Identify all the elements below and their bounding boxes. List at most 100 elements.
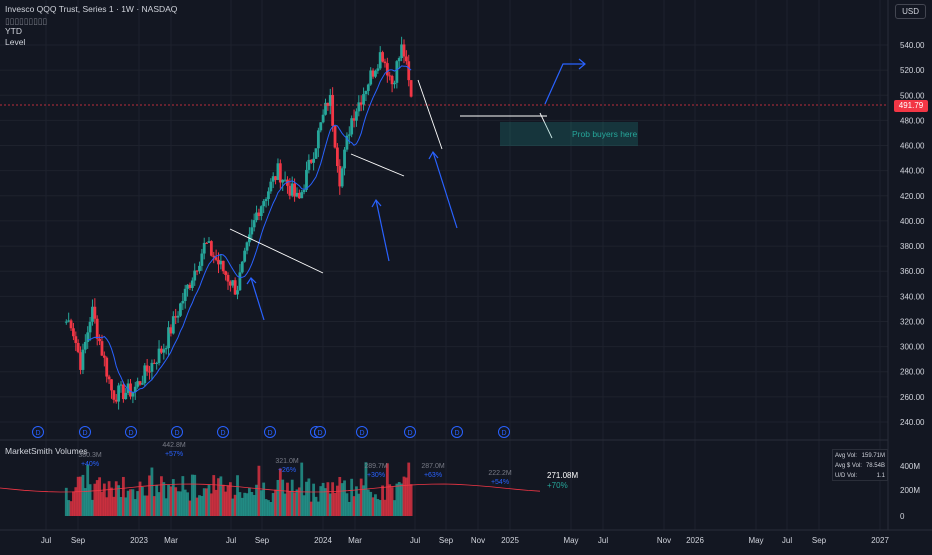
dividend-icon[interactable]: D <box>498 426 510 438</box>
volume-bar <box>381 485 384 516</box>
projection-line <box>539 112 553 139</box>
volume-bar <box>105 497 109 516</box>
dividend-icon[interactable]: D <box>451 426 463 438</box>
candle-body <box>240 261 244 273</box>
candle-body <box>164 348 168 350</box>
volume-bar <box>359 478 363 516</box>
candle-body <box>316 130 320 149</box>
volume-bar <box>305 481 308 516</box>
candle-body <box>262 201 266 207</box>
time-tick-label: Nov <box>657 536 671 545</box>
indicator-level[interactable]: Level <box>5 37 26 47</box>
candle-body <box>81 349 85 370</box>
time-tick-label: 2023 <box>130 536 148 545</box>
volume-bar <box>385 463 389 516</box>
volume-bar <box>259 490 263 516</box>
time-tick-label: Nov <box>471 536 485 545</box>
trendline-3 <box>417 79 443 150</box>
volume-bar <box>397 482 401 516</box>
stat-label: Avg Vol: <box>835 453 857 459</box>
stat-value: 78.54B <box>865 463 885 469</box>
projection-arrow-head <box>578 58 586 70</box>
chart-legend[interactable]: Invesco QQQ Trust, Series 1 · 1W · NASDA… <box>5 4 177 49</box>
volume-annotation-value: 321.0M <box>275 458 299 465</box>
dividend-icon[interactable]: D <box>404 426 416 438</box>
volume-bar <box>152 496 156 516</box>
candle-body <box>333 125 337 148</box>
indicator-ytd[interactable]: YTD <box>5 25 22 36</box>
volume-bar <box>76 476 80 516</box>
volume-bar <box>352 496 356 516</box>
candle-body <box>347 134 351 136</box>
time-tick-label: Mar <box>164 536 178 545</box>
volume-bar <box>186 492 189 516</box>
price-tick-label: 440.00 <box>900 167 925 176</box>
volume-bar <box>274 489 277 516</box>
candle-body <box>76 342 80 353</box>
dividend-icon[interactable]: D <box>32 426 44 438</box>
note-rectangle[interactable] <box>500 122 638 146</box>
time-tick-label: May <box>563 536 578 545</box>
currency-button[interactable]: USD <box>895 4 926 19</box>
candle-body <box>212 255 216 258</box>
drawings[interactable] <box>229 58 586 321</box>
candle-body <box>338 166 342 187</box>
dividend-circle <box>264 426 276 438</box>
candle-body <box>307 159 311 170</box>
volume-annotation-pct: +40% <box>80 461 100 468</box>
volume-bar <box>390 487 394 516</box>
dividend-icon[interactable]: D <box>125 426 137 438</box>
candle-body <box>136 381 140 387</box>
volume-bar <box>160 476 163 516</box>
candle-body <box>228 281 232 286</box>
candle-body <box>297 192 301 199</box>
dividend-icon[interactable]: D <box>171 426 183 438</box>
volume-bar <box>248 487 251 516</box>
volume-bar <box>190 474 194 516</box>
candle-body <box>214 257 218 260</box>
candle-body <box>357 102 361 112</box>
dividend-icon[interactable]: D <box>79 426 91 438</box>
volume-bar <box>376 499 380 516</box>
current-volume-value: 271.08M <box>547 471 579 480</box>
volume-annotation-pct: +63% <box>423 472 443 479</box>
volume-bar <box>300 462 304 516</box>
dividend-icon[interactable]: D <box>356 426 368 438</box>
volume-annotation: 380.3M +40% <box>78 451 101 469</box>
last-price-label: 491.79 <box>894 100 928 112</box>
volume-indicator-title[interactable]: MarketSmith Volumes <box>5 446 88 456</box>
volume-bar <box>395 483 399 516</box>
symbol-title[interactable]: Invesco QQQ Trust, Series 1 · 1W · NASDA… <box>5 4 178 14</box>
volume-bar <box>131 489 135 516</box>
volume-bar <box>174 487 178 516</box>
volume-bar <box>252 494 256 516</box>
candle-body <box>148 371 151 373</box>
candle-body <box>390 75 394 85</box>
candle-body <box>221 260 225 272</box>
candle-body <box>276 163 280 180</box>
candle-body <box>133 386 137 393</box>
volume-annotation-value: 289.7M <box>364 463 388 470</box>
candle-body <box>324 102 327 115</box>
candle-body <box>359 102 363 105</box>
arrow-up-3-head <box>428 150 439 160</box>
candle-body <box>152 362 156 364</box>
time-tick-label: Jul <box>41 536 51 545</box>
candle-body <box>176 315 180 318</box>
candle-body <box>402 44 406 57</box>
dividend-icon[interactable]: D <box>314 426 326 438</box>
time-tick-label: Jul <box>410 536 420 545</box>
candle-body <box>74 336 78 343</box>
volume-bar <box>319 486 323 516</box>
candle-body <box>281 179 285 183</box>
dividend-icon[interactable]: D <box>264 426 276 438</box>
dividend-icon[interactable]: D <box>217 426 229 438</box>
price-tick-label: 320.00 <box>900 317 925 326</box>
candle-body <box>404 56 408 62</box>
volume-annotation: 289.7M +30% <box>364 462 387 480</box>
candle-body <box>364 90 368 95</box>
dividend-circle <box>32 426 44 438</box>
volume-bar <box>117 485 121 516</box>
